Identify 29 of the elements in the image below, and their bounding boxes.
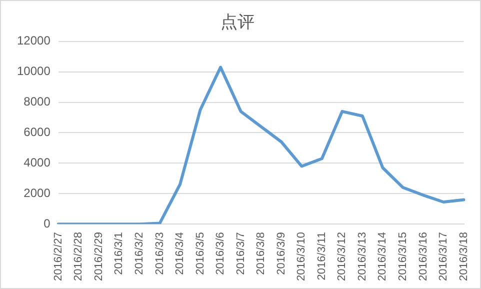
x-tick-label: 2016/3/11 <box>316 232 328 280</box>
x-tick-label: 2016/3/2 <box>133 232 146 275</box>
y-tick-label: 4000 <box>24 155 51 170</box>
y-tick-label: 6000 <box>24 125 51 140</box>
x-tick-label: 2016/3/15 <box>397 232 410 281</box>
x-tick-label: 2016/3/12 <box>336 232 348 281</box>
y-tick-label: 0 <box>44 216 51 230</box>
x-tick-label: 2016/3/13 <box>356 232 368 281</box>
x-tick-label: 2016/3/7 <box>234 232 247 275</box>
y-tick-label: 2000 <box>24 186 51 200</box>
y-tick-label: 12000 <box>16 34 51 48</box>
x-tick-label: 2016/3/17 <box>438 232 450 281</box>
x-tick-label: 2016/3/18 <box>458 232 470 281</box>
x-tick-label: 2016/2/29 <box>92 232 105 281</box>
x-tick-label: 2016/3/6 <box>214 232 227 275</box>
y-tick-label: 10000 <box>16 64 51 78</box>
chart-title: 点评 <box>220 12 254 33</box>
x-tick-label: 2016/3/8 <box>255 232 268 275</box>
x-tick-label: 2016/3/9 <box>275 232 288 275</box>
x-tick-label: 2016/2/27 <box>52 232 64 281</box>
x-tick-label: 2016/3/5 <box>194 232 206 275</box>
x-tick-label: 2016/3/4 <box>174 232 186 275</box>
x-tick-label: 2016/3/16 <box>417 232 430 281</box>
x-tick-label: 2016/3/10 <box>296 232 308 281</box>
x-tick-label: 2016/2/28 <box>72 232 85 281</box>
x-tick-label: 2016/3/1 <box>113 232 126 275</box>
x-tick-label: 2016/3/14 <box>376 232 389 281</box>
y-tick-label: 8000 <box>24 94 51 109</box>
x-tick-label: 2016/3/3 <box>154 232 166 275</box>
